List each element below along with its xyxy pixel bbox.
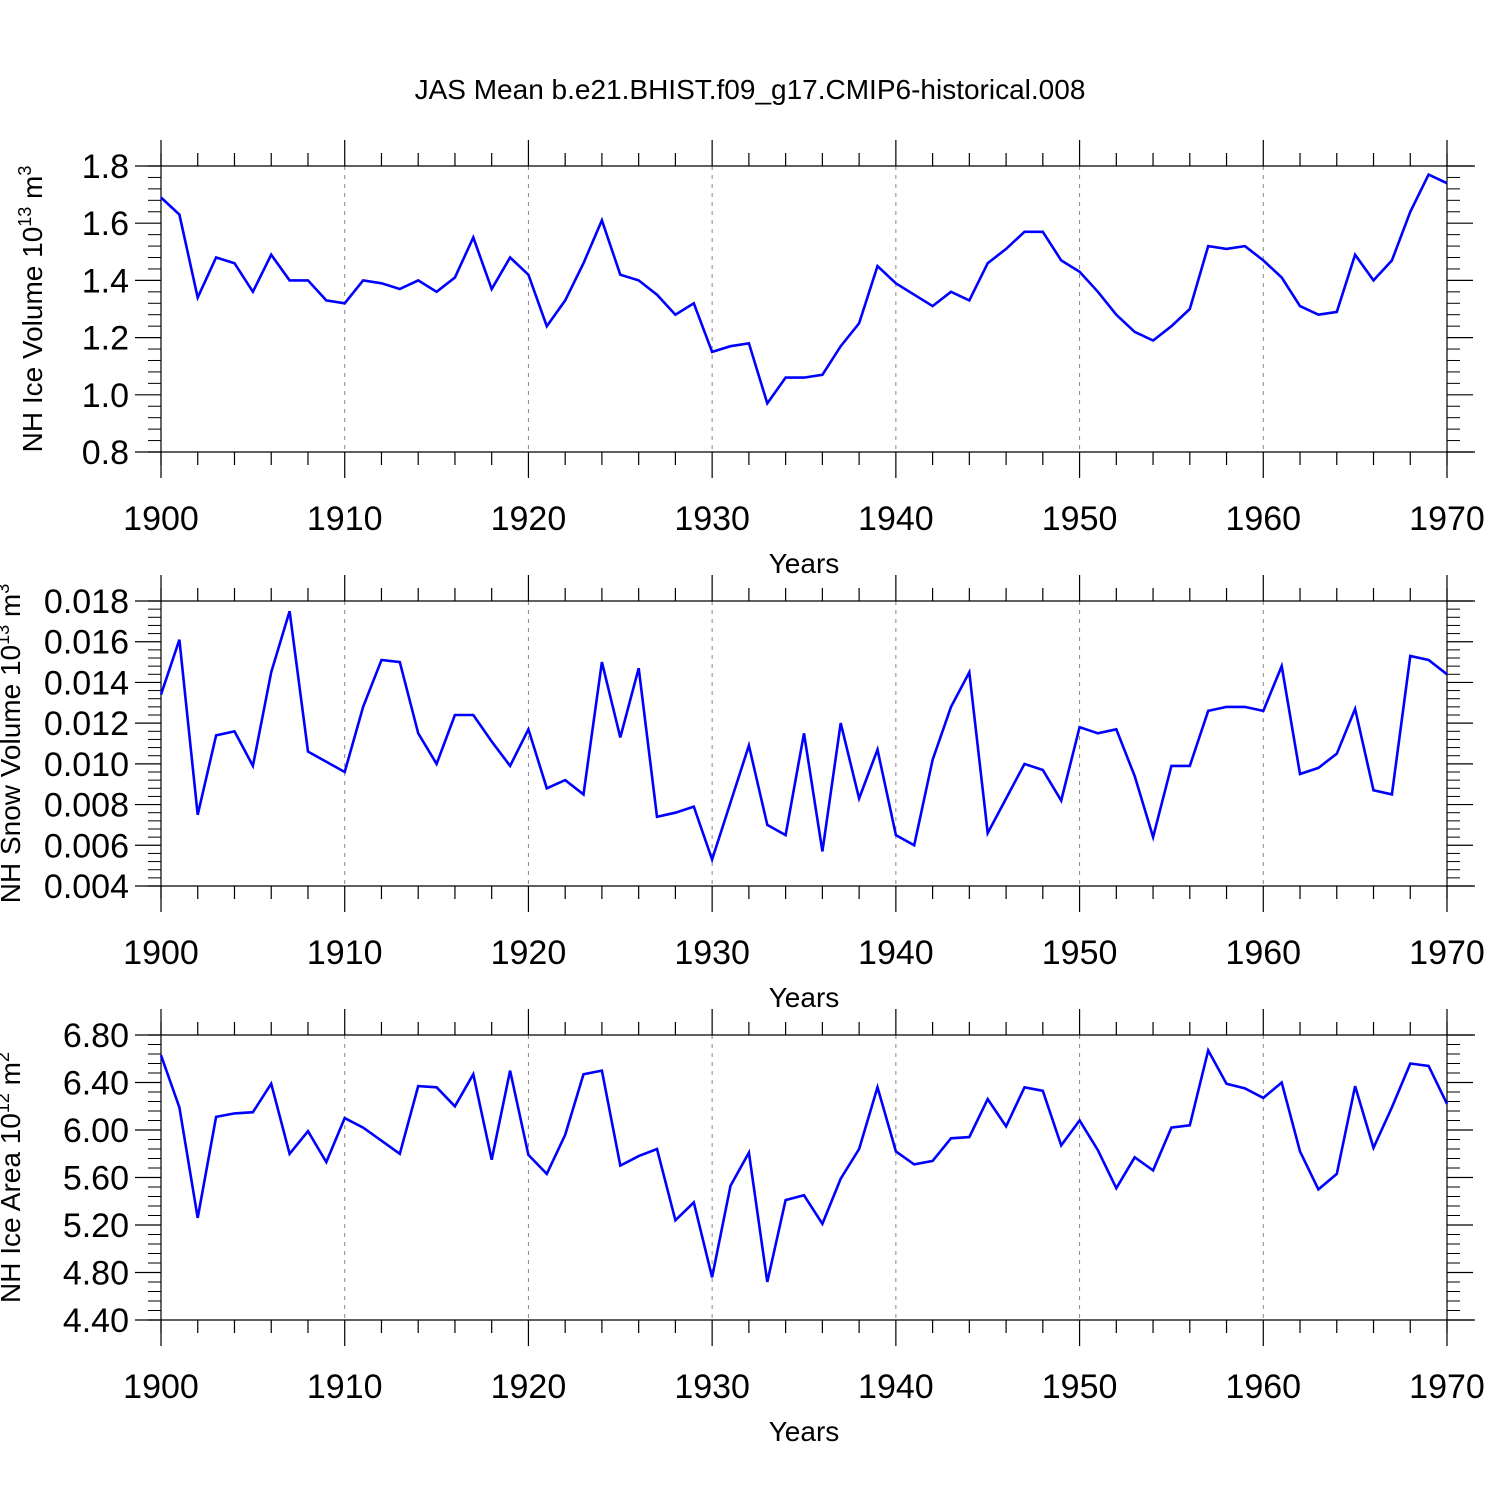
y-axis-label-unit: m — [17, 176, 48, 207]
x-tick-label: 1900 — [123, 1368, 199, 1406]
y-axis-label-text: NH Ice Area 10 — [0, 1113, 26, 1303]
y-axis-label-unit-exponent: 3 — [0, 584, 13, 594]
y-axis-label-exponent: 13 — [0, 625, 13, 645]
y-tick-label: 4.40 — [63, 1302, 129, 1340]
y-tick-label: 5.20 — [63, 1207, 129, 1245]
y-axis-label-ice-area: NH Ice Area 1012 m2 — [0, 1052, 26, 1303]
x-tick-label: 1960 — [1225, 1368, 1301, 1406]
y-tick-label: 0.8 — [82, 434, 129, 472]
x-axis-label: Years — [769, 982, 840, 1013]
series-line-snow-volume — [159, 610, 1448, 864]
x-tick-label: 1950 — [1042, 1368, 1118, 1406]
y-axis-label-exponent: 12 — [0, 1093, 13, 1113]
x-tick-label: 1920 — [491, 934, 567, 972]
y-tick-label: 0.008 — [44, 787, 129, 825]
x-tick-label: 1930 — [674, 1368, 750, 1406]
x-axis-label: Years — [769, 548, 840, 579]
x-tick-label: 1960 — [1225, 934, 1301, 972]
x-tick-label: 1910 — [307, 1368, 383, 1406]
y-axis-label-exponent: 13 — [15, 207, 35, 227]
x-tick-label: 1930 — [674, 500, 750, 538]
x-tick-label: 1970 — [1409, 1368, 1485, 1406]
y-tick-label: 4.80 — [63, 1255, 129, 1293]
x-tick-label: 1940 — [858, 934, 934, 972]
panel-ice-volume: 1900 1910 1920 1930 1940 1950 1960 1970 0.8 1.0 1.… — [15, 140, 1485, 579]
panel-snow-volume: 1900 1910 1920 1930 1940 1950 1960 19700.0040.0… — [0, 575, 1485, 1013]
figure-title: JAS Mean b.e21.BHIST.f09_g17.CMIP6-histo… — [414, 74, 1086, 105]
y-tick-label: 6.40 — [63, 1065, 129, 1103]
x-tick-label: 1920 — [491, 1368, 567, 1406]
y-tick-label: 0.010 — [44, 746, 129, 784]
y-tick-label: 0.012 — [44, 705, 129, 743]
y-tick-label: 0.018 — [44, 583, 129, 621]
x-tick-label: 1900 — [123, 500, 199, 538]
panel-ice-area: 1900 1910 1920 1930 1940 1950 1960 1970 4.40 4.80… — [0, 1009, 1485, 1447]
x-tick-label: 1970 — [1409, 934, 1485, 972]
y-tick-label: 6.00 — [63, 1112, 129, 1150]
y-axis-label-unit-exponent: 3 — [15, 166, 35, 176]
y-tick-label: 0.006 — [44, 827, 129, 865]
x-tick-label: 1930 — [674, 934, 750, 972]
x-tick-label: 1940 — [858, 1368, 934, 1406]
y-axis-label-snow-volume: NH Snow Volume 1013 m3 — [0, 584, 26, 904]
y-tick-label: 0.016 — [44, 624, 129, 662]
x-tick-label: 1900 — [123, 934, 199, 972]
y-tick-label: 1.2 — [82, 320, 129, 358]
y-axis-label-text: NH Snow Volume 10 — [0, 645, 26, 903]
y-tick-label: 6.80 — [63, 1017, 129, 1055]
x-tick-label: 1970 — [1409, 500, 1485, 538]
y-tick-label: 1.6 — [82, 205, 129, 243]
series-line-ice-volume — [160, 172, 1448, 407]
x-axis-label: Years — [769, 1416, 840, 1447]
y-tick-label: 1.8 — [82, 148, 129, 186]
y-tick-label: 0.014 — [44, 664, 129, 702]
y-tick-label: 5.60 — [63, 1160, 129, 1198]
y-tick-label: 1.0 — [82, 377, 129, 415]
y-axis-label-text: NH Ice Volume 10 — [17, 227, 48, 453]
x-tick-label: 1910 — [307, 934, 383, 972]
y-axis-label-unit: m — [0, 1062, 26, 1093]
y-tick-label: 1.4 — [82, 262, 129, 300]
x-tick-label: 1920 — [491, 500, 567, 538]
x-tick-label: 1910 — [307, 500, 383, 538]
x-tick-label: 1940 — [858, 500, 934, 538]
x-tick-label: 1960 — [1225, 500, 1301, 538]
y-axis-label-unit: m — [0, 594, 26, 625]
series-line-ice-area — [159, 1046, 1449, 1283]
y-axis-label-unit-exponent: 2 — [0, 1052, 13, 1062]
y-tick-label: 0.004 — [44, 868, 129, 906]
x-tick-label: 1950 — [1042, 500, 1118, 538]
x-tick-label: 1950 — [1042, 934, 1118, 972]
y-axis-label-ice-volume: NH Ice Volume 1013 m3 — [15, 166, 48, 453]
